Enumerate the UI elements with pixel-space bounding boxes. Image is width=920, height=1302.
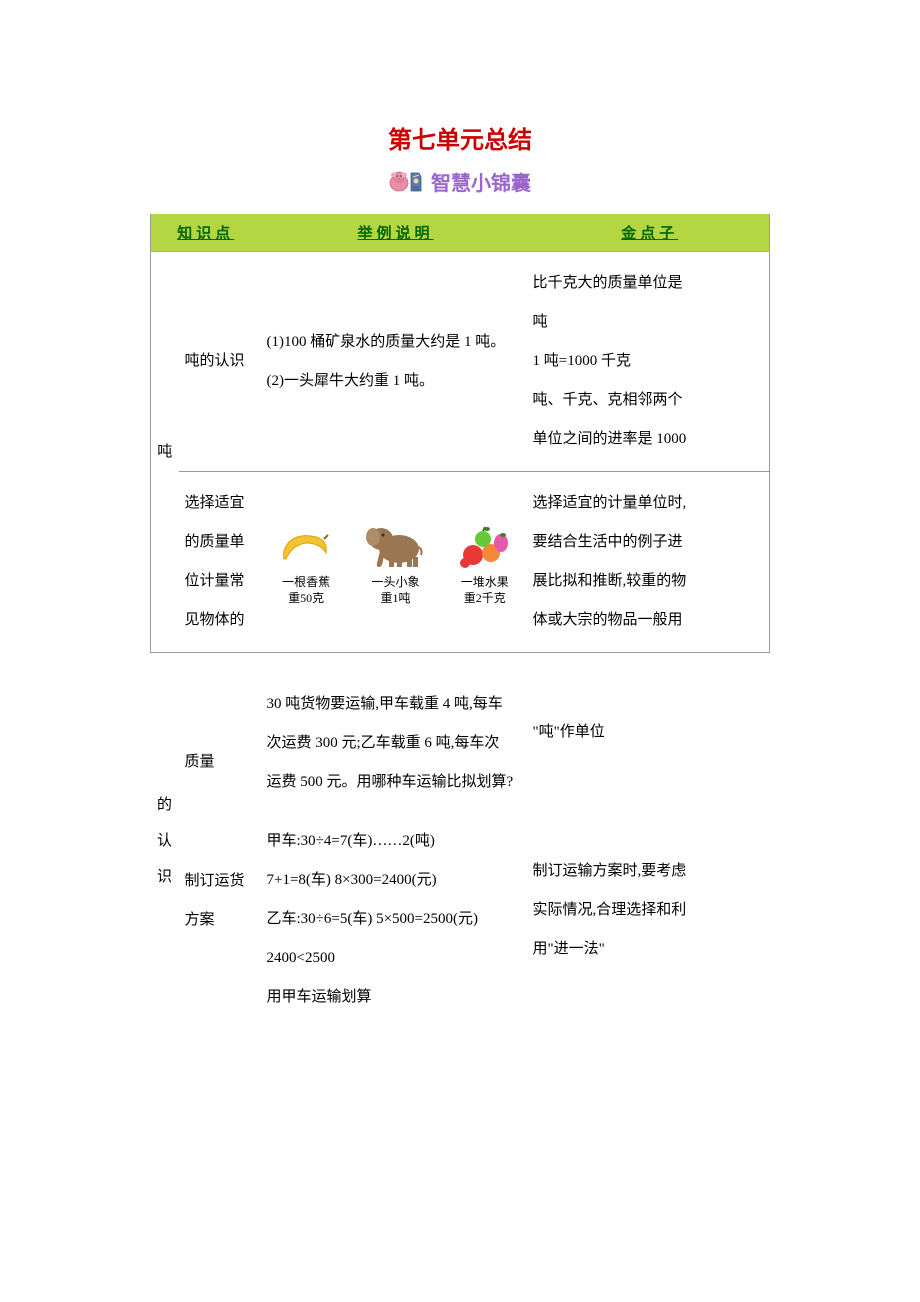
illus-elephant: 一头小象 重1吨	[363, 521, 427, 606]
example-cell: (1)100 桶矿泉水的质量大约是 1 吨。 (2)一头犀牛大约重 1 吨。	[261, 252, 531, 472]
elephant-icon	[363, 521, 427, 571]
topic-line: 选择适宜	[185, 484, 255, 523]
example-line: 甲车:30÷4=7(车)……2(吨)	[267, 822, 525, 861]
header-knowledge: 知识点	[151, 214, 261, 252]
header-example: 举例说明	[261, 214, 531, 252]
tip-line: 展比拟和推断,较重的物	[533, 562, 764, 601]
table-row: 吨 吨的认识 (1)100 桶矿泉水的质量大约是 1 吨。 (2)一头犀牛大约重…	[151, 252, 770, 472]
example-line: 次运费 300 元;乙车载重 6 吨,每车次	[267, 724, 525, 763]
example-line: 乙车:30÷6=5(车) 5×500=2500(元)	[267, 900, 525, 939]
tip-line: 用"进一法"	[533, 930, 764, 969]
example-line: 2400<2500	[267, 939, 525, 978]
section-char3: 认	[153, 823, 177, 859]
example-line: 运费 500 元。用哪种车运输比拟划算?	[267, 763, 525, 802]
illus-label: 重50克	[288, 591, 324, 607]
tips-cell: 选择适宜的计量单位时, 要结合生活中的例子进 展比拟和推断,较重的物 体或大宗的…	[531, 472, 770, 653]
section-char1: 吨	[153, 434, 177, 470]
section-char2: 的	[153, 787, 177, 823]
topic-line: 制订运货	[185, 862, 255, 901]
tip-line: 制订运输方案时,要考虑	[533, 852, 764, 891]
topic-cell: 吨的认识	[179, 252, 261, 472]
example-line: 用甲车运输划算	[267, 978, 525, 1017]
example-line: 30 吨货物要运输,甲车载重 4 吨,每车	[267, 685, 525, 724]
example-line: (2)一头犀牛大约重 1 吨。	[267, 362, 525, 401]
tip-line: 选择适宜的计量单位时,	[533, 484, 764, 523]
illus-label: 一头小象	[371, 575, 419, 591]
topic-line: 位计量常	[185, 562, 255, 601]
example-cell: 30 吨货物要运输,甲车载重 4 吨,每车 次运费 300 元;乙车载重 6 吨…	[261, 653, 531, 1030]
tip-line: 吨	[533, 303, 764, 342]
tip-line: "吨"作单位	[533, 713, 764, 752]
section-label-cont: 的 认 识	[151, 653, 179, 1030]
illus-label: 一堆水果	[461, 575, 509, 591]
topic-cell: 选择适宜 的质量单 位计量常 见物体的	[179, 472, 261, 653]
topic-line: 的质量单	[185, 523, 255, 562]
section-label: 吨	[151, 252, 179, 653]
example-line: 7+1=8(车) 8×300=2400(元)	[267, 861, 525, 900]
illus-label: 重2千克	[464, 591, 506, 607]
topic-line: 见物体的	[185, 601, 255, 640]
table-row: 的 认 识 质量 制订运货 方案 30 吨货物要运输,甲车载重 4 吨,每车 次…	[151, 653, 770, 1030]
tip-line: 比千克大的质量单位是	[533, 264, 764, 303]
tip-line: 吨、千克、克相邻两个	[533, 381, 764, 420]
illus-banana: 一根香蕉 重50克	[276, 531, 336, 606]
summary-table: 知识点 举例说明 金点子 吨 吨的认识 (1)100 桶矿泉水的质量大约是 1 …	[150, 214, 770, 1029]
header-tips: 金点子	[531, 214, 770, 252]
tip-line: 要结合生活中的例子进	[533, 523, 764, 562]
tip-line: 1 吨=1000 千克	[533, 342, 764, 381]
tips-cell: "吨"作单位 制订运输方案时,要考虑 实际情况,合理选择和利 用"进一法"	[531, 653, 770, 1030]
topic-cell: 质量 制订运货 方案	[179, 653, 261, 1030]
table-row: 选择适宜 的质量单 位计量常 见物体的 一根香蕉 重50克	[151, 472, 770, 653]
example-cell: 一根香蕉 重50克	[261, 472, 531, 653]
section-char4: 识	[153, 859, 177, 895]
tips-cell: 比千克大的质量单位是 吨 1 吨=1000 千克 吨、千克、克相邻两个 单位之间…	[531, 252, 770, 472]
topic-line: 质量	[185, 743, 255, 782]
table-header-row: 知识点 举例说明 金点子	[151, 214, 770, 252]
illus-label: 一根香蕉	[282, 575, 330, 591]
fruits-icon	[455, 525, 515, 571]
wisdom-icon	[389, 169, 427, 195]
illus-fruits: 一堆水果 重2千克	[455, 525, 515, 606]
tip-line: 单位之间的进率是 1000	[533, 420, 764, 459]
example-line: (1)100 桶矿泉水的质量大约是 1 吨。	[267, 323, 525, 362]
illustration-row: 一根香蕉 重50克	[267, 515, 525, 608]
page-title: 第七单元总结	[150, 120, 770, 155]
banana-icon	[276, 531, 336, 571]
subtitle-text: 智慧小锦囊	[431, 167, 531, 196]
tip-line: 实际情况,合理选择和利	[533, 891, 764, 930]
tip-line: 体或大宗的物品一般用	[533, 601, 764, 640]
illus-label: 重1吨	[380, 591, 410, 607]
subtitle-wrap: 智慧小锦囊	[150, 167, 770, 196]
topic-line: 方案	[185, 901, 255, 940]
